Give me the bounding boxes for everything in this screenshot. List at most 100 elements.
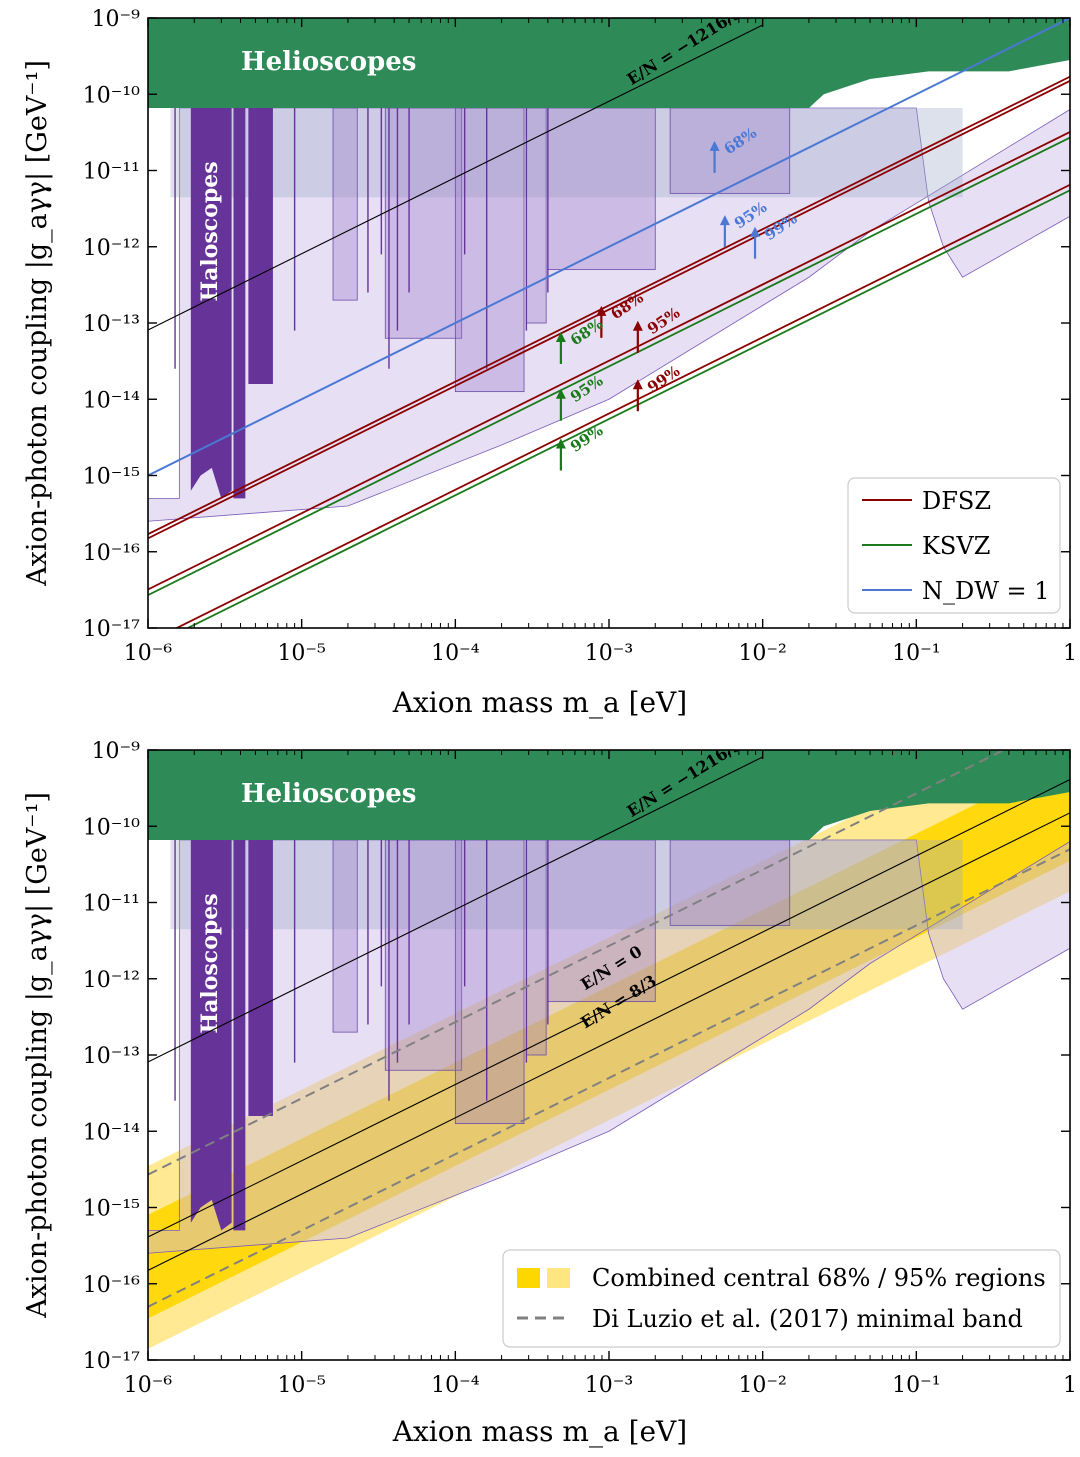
y-tick-label: 10⁻¹⁷ (83, 617, 140, 642)
haloscope-main-region (233, 107, 246, 499)
x-tick-label: 10⁻¹ (892, 1373, 940, 1398)
x-tick-label: 1 (1063, 1373, 1077, 1398)
series-line-dfsz (148, 75, 1070, 535)
y-tick-label: 10⁻¹¹ (83, 160, 140, 185)
annotation-arrowhead (632, 379, 643, 390)
x-tick-label: 10⁻⁶ (124, 1373, 173, 1398)
haloscope-exclusion-block (454, 107, 525, 393)
series-line-di-luzio-et-al-2017-minimal-band (148, 848, 1070, 1308)
y-tick-label: 10⁻¹⁶ (83, 541, 140, 566)
haloscope-exclusion-block (669, 107, 791, 194)
x-tick-label: 10⁻⁶ (124, 641, 173, 666)
y-tick-label: 10⁻¹⁶ (83, 1273, 140, 1298)
x-tick-label: 10⁻³ (585, 641, 633, 666)
x-axis-label: Axion mass m_a [eV] (392, 1415, 687, 1448)
series-line-dfsz (148, 131, 1070, 591)
haloscopes-label: Haloscopes (197, 161, 223, 301)
series-line-e-n-1216-3 (148, 756, 763, 1063)
haloscope-main-region (190, 839, 232, 1231)
series-line-e-n-0 (148, 779, 1070, 1238)
legend-label-bands: Combined central 68% / 95% regions (592, 1264, 1046, 1292)
legend-label-ndw: N_DW = 1 (922, 577, 1050, 605)
series-line-n-dw-1 (148, 18, 1070, 477)
haloscope-main-region (190, 107, 232, 499)
y-tick-label: 10⁻¹⁴ (83, 1120, 140, 1145)
exclusion-regions: Helioscopes Haloscopes (148, 750, 1070, 1254)
y-tick-label: 10⁻¹⁰ (83, 83, 140, 108)
y-axis-label: Axion-photon coupling |g_aγγ| [GeV⁻¹] (22, 792, 53, 1319)
helioscopes-region (148, 750, 1070, 840)
plot-frame (147, 749, 1071, 1361)
y-tick-label: 10⁻¹² (83, 968, 140, 993)
helioscopes-label: Helioscopes (241, 779, 416, 809)
y-tick-label: 10⁻¹⁷ (83, 1349, 140, 1374)
x-tick-label: 10⁻² (738, 1373, 786, 1398)
series-line-dfsz (174, 183, 1070, 628)
y-tick-label: 10⁻¹¹ (83, 892, 140, 917)
haloscope-exclusion-block (547, 839, 656, 1003)
haloscope-exclusion-block (332, 107, 358, 301)
legend-label-diluzio: Di Luzio et al. (2017) minimal band (592, 1305, 1023, 1333)
helioscopes-region (148, 18, 1070, 108)
annotation-arrowhead (555, 388, 566, 399)
haloscope-main-region (248, 107, 273, 384)
haloscope-exclusion-block (669, 839, 791, 926)
haloscope-exclusion-block (454, 839, 525, 1125)
x-tick-label: 10⁻⁵ (277, 1373, 325, 1398)
helioscopes-label: Helioscopes (241, 47, 416, 77)
series-line-dfsz (148, 80, 1070, 540)
x-tick-label: 10⁻⁴ (431, 641, 480, 666)
band-layer (148, 750, 1070, 1349)
annotation-arrowhead (596, 305, 607, 316)
exclusion-regions: Helioscopes Haloscopes (148, 18, 1070, 522)
haloscope-main-region (233, 839, 246, 1231)
legend-box (502, 1249, 1061, 1348)
annotation-arrowhead (555, 438, 566, 449)
y-tick-label: 10⁻¹⁵ (83, 1197, 140, 1222)
y-tick-label: 10⁻⁹ (92, 7, 141, 32)
x-tick-label: 10⁻⁴ (431, 1373, 480, 1398)
x-tick-label: 1 (1063, 641, 1077, 666)
plot-frame (147, 17, 1071, 629)
y-tick-label: 10⁻¹⁴ (83, 388, 140, 413)
series-line-ksvz (148, 136, 1070, 596)
haloscope-exclusion-block (384, 839, 463, 1071)
annotation-arrowhead (632, 320, 643, 331)
y-tick-label: 10⁻⁹ (92, 739, 141, 764)
haloscopes-label: Haloscopes (197, 893, 223, 1033)
legend-label-dfsz: DFSZ (922, 487, 991, 515)
annotation-arrowhead (750, 226, 761, 237)
legend-label-ksvz: KSVZ (922, 532, 990, 560)
haloscope-exclusion-block (547, 107, 656, 271)
x-tick-label: 10⁻¹ (892, 641, 940, 666)
legend: DFSZ KSVZ N_DW = 1 (847, 477, 1061, 614)
haloscope-main-region (248, 839, 273, 1116)
axes: 10⁻⁶ 10⁻⁵ 10⁻⁴ 10⁻³ 10⁻² 10⁻¹ 1 10⁻¹⁷ 10⁻¹⁶ 10⁻¹⁵… (83, 739, 1077, 1398)
haloscope-exclusion-block (384, 107, 463, 339)
annotation-arrowhead (709, 140, 720, 151)
data-series-layer (148, 18, 1070, 628)
legend: Combined central 68% / 95% regions Di Lu… (502, 1249, 1061, 1348)
y-tick-label: 10⁻¹⁵ (83, 465, 140, 490)
legend-swatch-band68 (517, 1268, 540, 1288)
band-68-region (148, 757, 1070, 1319)
y-axis-label: Axion-photon coupling |g_aγγ| [GeV⁻¹] (22, 60, 53, 587)
y-tick-label: 10⁻¹² (83, 236, 140, 261)
series-line-di-luzio-et-al-2017-minimal-band (148, 750, 1006, 1176)
x-tick-label: 10⁻³ (585, 1373, 633, 1398)
series-line-e-n-8-3 (148, 812, 1070, 1271)
annotation-arrowhead (719, 215, 730, 226)
series-line-e-n-1216-3 (148, 24, 763, 331)
y-tick-label: 10⁻¹⁰ (83, 815, 140, 840)
y-tick-label: 10⁻¹³ (83, 1044, 140, 1069)
axes: 10⁻⁶ 10⁻⁵ 10⁻⁴ 10⁻³ 10⁻² 10⁻¹ 1 10⁻¹⁷ 10⁻¹⁶ 10⁻¹⁵… (83, 7, 1077, 666)
x-axis-label: Axion mass m_a [eV] (392, 686, 687, 719)
series-line-ksvz (185, 189, 1070, 628)
x-tick-label: 10⁻⁵ (277, 641, 325, 666)
y-tick-label: 10⁻¹³ (83, 312, 140, 337)
legend-swatch-band95 (547, 1268, 570, 1288)
data-series-layer (148, 750, 1070, 1308)
